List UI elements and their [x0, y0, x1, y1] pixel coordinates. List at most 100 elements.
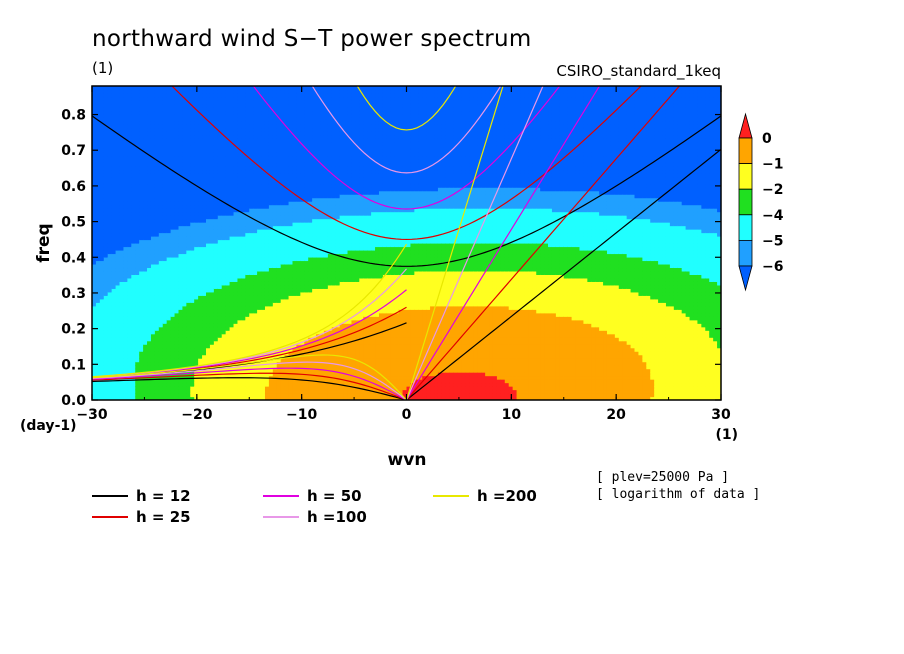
contour-cell	[174, 298, 180, 303]
contour-cell	[174, 312, 180, 317]
contour-cell	[178, 215, 184, 220]
contour-cell	[264, 295, 270, 300]
contour-cell	[202, 229, 207, 234]
contour-cell	[276, 260, 282, 265]
contour-cell	[123, 267, 128, 272]
contour-cell	[135, 176, 140, 181]
contour-cell	[276, 225, 282, 230]
contour-cell	[198, 263, 203, 269]
contour-cell	[229, 229, 235, 234]
contour-cell	[111, 246, 117, 251]
contour-cell	[213, 211, 219, 216]
contour-cell	[127, 208, 132, 213]
contour-cell	[135, 239, 140, 244]
contour-cell	[304, 211, 309, 216]
contour-cell	[268, 194, 274, 199]
contour-cell	[304, 243, 309, 248]
contour-cell	[249, 295, 254, 300]
contour-cell	[280, 176, 286, 181]
contour-cell	[264, 256, 270, 262]
contour-cell	[300, 274, 305, 279]
contour-cell	[272, 298, 278, 303]
contour-cell	[292, 229, 298, 234]
contour-cell	[99, 319, 105, 324]
contour-cell	[241, 365, 246, 370]
contour-cell	[166, 86, 172, 91]
contour-cell	[154, 162, 160, 167]
contour-cell	[217, 288, 223, 293]
contour-cell	[178, 218, 184, 223]
contour-cell	[272, 96, 278, 101]
contour-cell	[253, 239, 258, 244]
contour-cell	[103, 281, 109, 286]
contour-cell	[213, 232, 219, 237]
contour-cell	[280, 249, 286, 255]
contour-cell	[194, 229, 199, 234]
contour-cell	[237, 215, 242, 220]
contour-cell	[284, 229, 290, 234]
contour-cell	[92, 368, 97, 373]
contour-cell	[257, 155, 262, 160]
contour-cell	[95, 309, 101, 314]
contour-cell	[300, 270, 305, 275]
contour-cell	[111, 152, 117, 157]
contour-cell	[170, 270, 176, 275]
contour-cell	[139, 354, 144, 359]
contour-cell	[131, 344, 136, 349]
contour-cell	[139, 124, 144, 129]
contour-cell	[166, 134, 172, 139]
contour-cell	[174, 239, 180, 244]
contour-cell	[304, 361, 309, 366]
contour-cell	[253, 246, 258, 251]
contour-cell	[190, 309, 195, 314]
contour-cell	[241, 96, 246, 101]
contour-cell	[166, 183, 172, 188]
contour-cell	[194, 319, 199, 324]
contour-cell	[182, 326, 187, 331]
contour-cell	[158, 386, 164, 391]
contour-cell	[264, 155, 270, 160]
contour-cell	[268, 312, 274, 317]
contour-cell	[288, 333, 294, 338]
contour-cell	[237, 204, 242, 209]
contour-cell	[261, 187, 266, 192]
contour-cell	[253, 372, 258, 377]
contour-cell	[186, 281, 191, 286]
contour-cell	[245, 96, 250, 101]
contour-cell	[300, 148, 305, 153]
contour-cell	[178, 201, 184, 206]
contour-cell	[253, 215, 258, 220]
contour-cell	[131, 110, 136, 115]
contour-cell	[119, 347, 125, 352]
contour-cell	[296, 291, 301, 296]
contour-cell	[225, 358, 231, 363]
contour-cell	[198, 382, 203, 387]
contour-cell	[233, 222, 239, 227]
contour-cell	[99, 229, 105, 234]
contour-cell	[241, 103, 246, 108]
contour-cell	[253, 347, 258, 352]
contour-cell	[143, 281, 148, 286]
contour-cell	[99, 365, 105, 370]
contour-cell	[268, 316, 274, 321]
contour-cell	[304, 208, 309, 213]
contour-cell	[162, 120, 168, 125]
contour-cell	[249, 218, 254, 223]
contour-cell	[107, 103, 113, 108]
contour-cell	[233, 379, 239, 384]
contour-cell	[257, 365, 262, 370]
contour-cell	[292, 368, 298, 373]
contour-cell	[284, 232, 290, 237]
contour-cell	[276, 351, 282, 356]
contour-cell	[237, 393, 242, 398]
contour-cell	[308, 277, 313, 282]
contour-cell	[272, 187, 278, 192]
contour-cell	[206, 141, 211, 146]
contour-cell	[178, 309, 184, 314]
contour-cell	[221, 222, 227, 227]
contour-cell	[170, 393, 176, 398]
contour-cell	[103, 145, 109, 150]
contour-cell	[202, 281, 207, 286]
contour-cell	[237, 316, 242, 321]
contour-cell	[288, 187, 294, 192]
